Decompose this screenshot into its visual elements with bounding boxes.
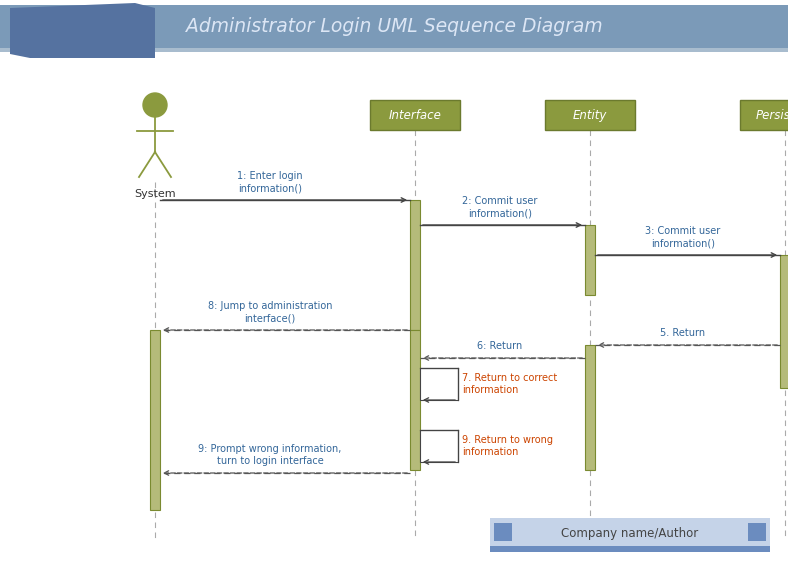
Bar (490, 518, 770, 546)
Bar (585, 345, 595, 470)
Bar (150, 330, 160, 510)
Bar (490, 546, 770, 552)
Bar (494, 523, 512, 541)
Bar (0, 48, 788, 52)
Bar (370, 100, 460, 130)
Text: Interface: Interface (388, 108, 441, 122)
Bar (420, 368, 458, 400)
Text: Entity: Entity (573, 108, 608, 122)
Text: 6: Return: 6: Return (478, 341, 522, 351)
Bar (740, 100, 788, 130)
Text: 9. Return to wrong
information: 9. Return to wrong information (462, 435, 553, 457)
Text: 7. Return to correct
information: 7. Return to correct information (462, 373, 557, 395)
Polygon shape (10, 3, 155, 58)
Circle shape (143, 93, 167, 117)
Bar (420, 430, 458, 462)
Bar (545, 100, 635, 130)
Text: Company name/Author: Company name/Author (561, 527, 699, 540)
Bar (0, 5, 788, 48)
Text: 9: Prompt wrong information,
turn to login interface: 9: Prompt wrong information, turn to log… (199, 444, 342, 466)
Bar (410, 330, 420, 470)
Text: 3: Commit user
information(): 3: Commit user information() (645, 227, 720, 248)
Text: 1: Enter login
information(): 1: Enter login information() (237, 172, 303, 193)
Bar (410, 200, 420, 330)
Text: System: System (134, 189, 176, 199)
Bar (585, 225, 595, 295)
Bar (748, 523, 766, 541)
Text: Persistant: Persistant (756, 108, 788, 122)
Text: Administrator Login UML Sequence Diagram: Administrator Login UML Sequence Diagram (186, 17, 602, 36)
Text: 2: Commit user
information(): 2: Commit user information() (463, 196, 537, 218)
Text: 5. Return: 5. Return (660, 328, 705, 338)
Bar (780, 255, 788, 388)
Text: 8: Jump to administration
interface(): 8: Jump to administration interface() (208, 301, 333, 323)
